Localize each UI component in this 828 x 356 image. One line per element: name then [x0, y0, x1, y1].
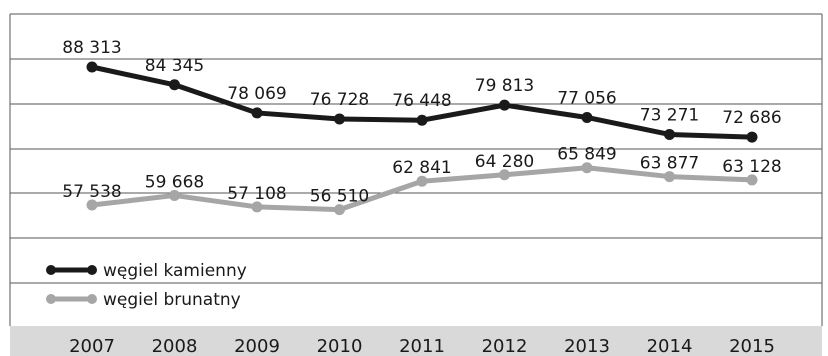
data-label: 65 849 [557, 145, 616, 165]
x-axis: 2007 2008 2009 2010 2011 2012 2013 2014 2015 [69, 336, 775, 356]
legend: węgiel kamienny węgiel brunatny [46, 261, 247, 310]
legend-swatch-marker [46, 294, 56, 304]
legend-item: węgiel kamienny [46, 261, 247, 281]
legend-label: węgiel kamienny [103, 261, 247, 281]
data-label: 84 345 [145, 56, 204, 76]
data-label: 56 510 [310, 187, 369, 207]
series-group: 57 538 59 668 57 108 56 510 62 841 64 280 65 8… [62, 38, 782, 216]
data-point [746, 131, 758, 143]
data-point [499, 99, 510, 111]
grid [9, 13, 823, 326]
data-label: 76 728 [310, 90, 369, 110]
data-point [169, 79, 180, 91]
data-label: 72 686 [722, 108, 781, 128]
data-label: 77 056 [557, 88, 616, 108]
x-tick-label: 2015 [729, 336, 775, 356]
series-wegiel-brunatny: 57 538 59 668 57 108 56 510 62 841 64 280 65 8… [62, 145, 782, 216]
x-tick-label: 2007 [69, 336, 115, 356]
data-label: 63 877 [640, 154, 699, 174]
legend-swatch-marker [87, 294, 97, 304]
data-label: 59 668 [145, 172, 204, 192]
data-point [664, 128, 675, 140]
data-point [581, 162, 593, 174]
legend-item: węgiel brunatny [46, 290, 241, 310]
data-label: 57 108 [227, 184, 286, 204]
data-label: 64 280 [475, 152, 534, 172]
series-wegiel-kamienny: 88 313 84 345 78 069 76 728 76 448 79 813 77 0… [62, 38, 782, 143]
data-label: 62 841 [392, 158, 451, 178]
legend-swatch-marker [87, 265, 97, 275]
data-point [746, 174, 758, 186]
data-label: 79 813 [475, 76, 534, 96]
data-label: 57 538 [62, 182, 121, 202]
data-point [416, 114, 428, 126]
data-point [86, 61, 98, 73]
data-point [416, 175, 428, 187]
data-label: 73 271 [640, 105, 699, 125]
legend-swatch-marker [46, 265, 56, 275]
data-point [334, 113, 345, 125]
data-point [86, 199, 98, 211]
x-axis-band [10, 326, 822, 356]
x-tick-label: 2010 [317, 336, 363, 356]
data-label: 88 313 [62, 38, 121, 58]
x-tick-label: 2011 [399, 336, 445, 356]
data-point [664, 171, 675, 183]
x-tick-label: 2013 [564, 336, 610, 356]
data-point [251, 201, 263, 213]
data-point [499, 169, 510, 181]
x-tick-label: 2009 [234, 336, 280, 356]
x-tick-label: 2014 [647, 336, 693, 356]
data-point [251, 107, 263, 119]
data-point [334, 204, 345, 216]
legend-label: węgiel brunatny [103, 290, 241, 310]
data-label: 76 448 [392, 91, 451, 111]
data-label: 63 128 [722, 157, 781, 177]
x-tick-label: 2012 [482, 336, 528, 356]
data-point [581, 111, 593, 123]
data-label: 78 069 [227, 84, 286, 104]
x-tick-label: 2008 [152, 336, 198, 356]
data-point [169, 189, 180, 201]
